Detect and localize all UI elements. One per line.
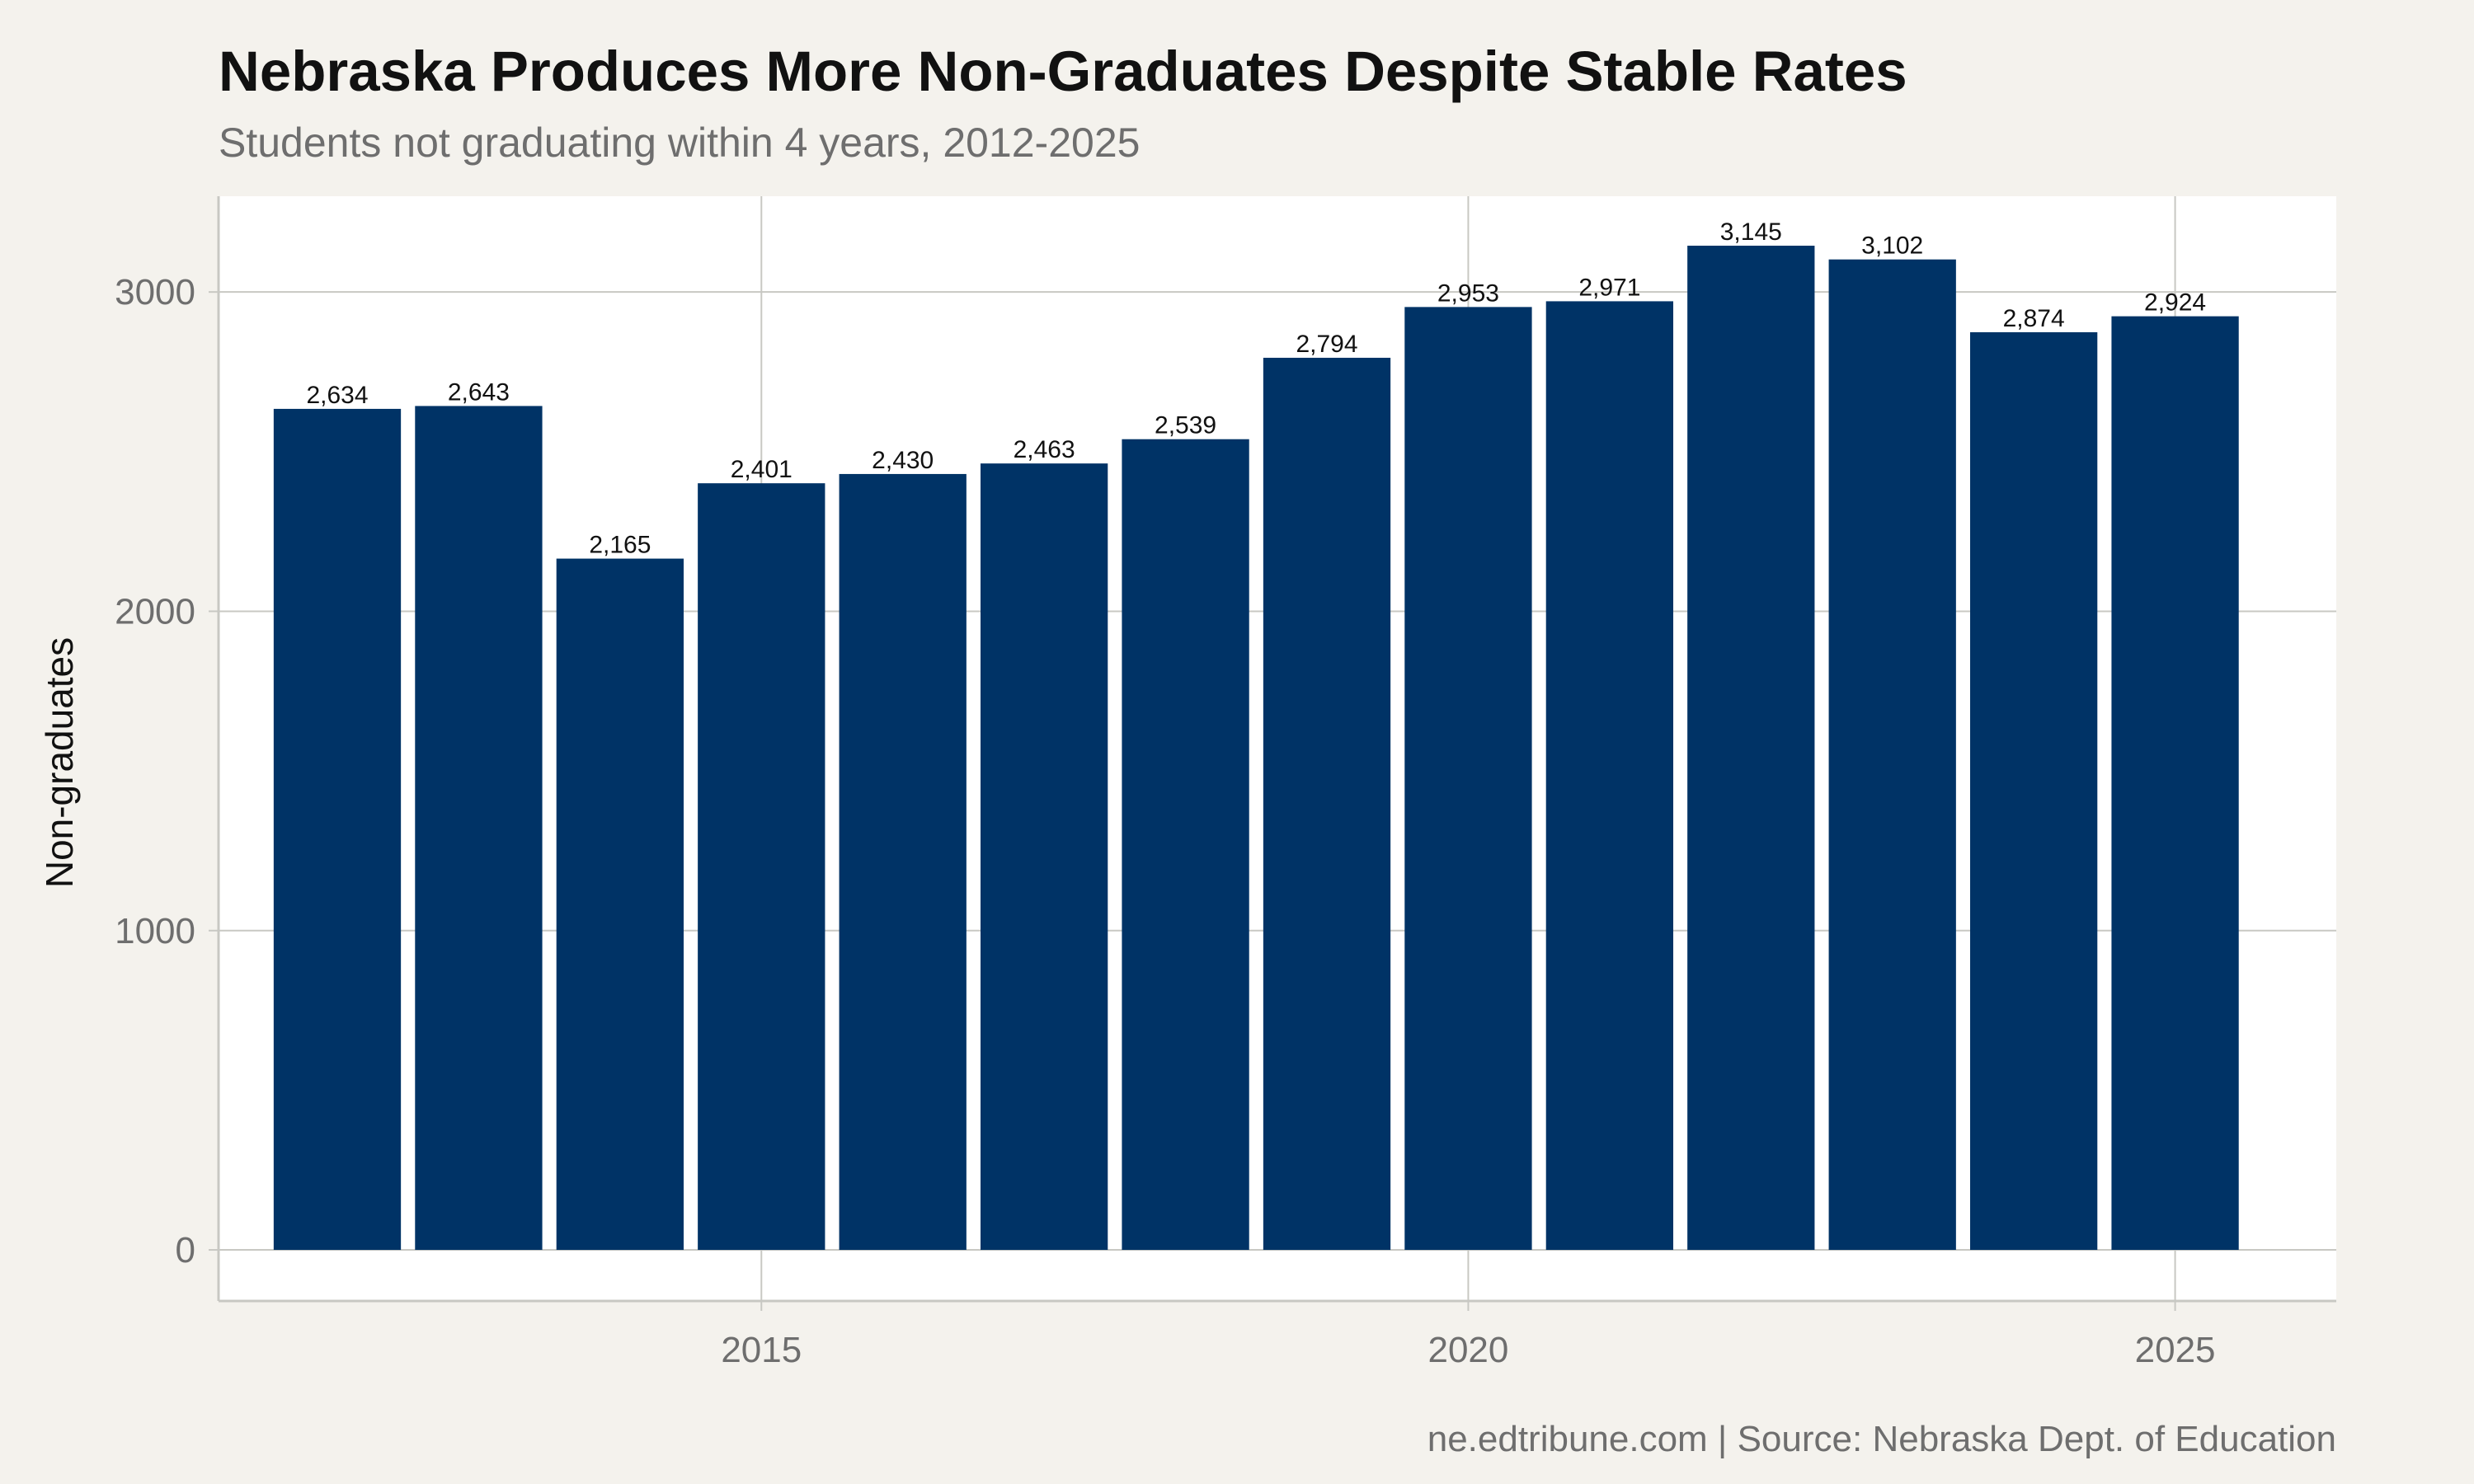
bar-2023 (1828, 259, 1956, 1251)
bar-2012 (273, 408, 402, 1251)
bar-2013 (415, 406, 543, 1251)
x-tick-label: 2015 (721, 1330, 802, 1370)
y-tick-label: 0 (176, 1230, 195, 1270)
x-tick-label: 2020 (1427, 1330, 1508, 1370)
chart-caption: ne.edtribune.com | Source: Nebraska Dept… (1427, 1419, 2336, 1459)
data-label-2016: 2,430 (872, 447, 934, 474)
data-label-2012: 2,634 (306, 382, 368, 409)
data-label-2018: 2,539 (1155, 412, 1216, 439)
bar-2015 (698, 483, 825, 1251)
data-label-2020: 2,953 (1437, 279, 1499, 307)
bar-2025 (2111, 316, 2239, 1251)
bar-2016 (839, 473, 967, 1251)
bar-2020 (1404, 307, 1532, 1251)
data-label-2023: 3,102 (1861, 232, 1923, 260)
data-label-2022: 3,145 (1720, 218, 1782, 246)
data-label-2017: 2,463 (1014, 436, 1075, 463)
y-tick-label: 3000 (115, 272, 195, 312)
data-label-2014: 2,165 (589, 532, 651, 559)
data-label-2015: 2,401 (731, 456, 793, 483)
bar-2018 (1122, 439, 1249, 1251)
chart-subtitle: Students not graduating within 4 years, … (219, 120, 1140, 166)
bar-2014 (556, 558, 684, 1251)
data-label-2025: 2,924 (2144, 289, 2206, 317)
y-axis-title: Non-graduates (38, 637, 81, 888)
bar-2021 (1545, 301, 1673, 1251)
bar-2022 (1687, 246, 1815, 1251)
data-label-2024: 2,874 (2003, 305, 2065, 332)
y-tick-label: 2000 (115, 591, 195, 632)
plot-area: 2,634 2,643 2,165 2,401 2,430 2,463 2,539 2,794… (115, 196, 2336, 1370)
data-label-2019: 2,794 (1296, 331, 1357, 358)
x-tick-label: 2025 (2135, 1330, 2216, 1370)
chart-title: Nebraska Produces More Non-Graduates Des… (219, 40, 1907, 103)
data-label-2013: 2,643 (448, 378, 510, 406)
bar-2017 (981, 463, 1108, 1251)
y-tick-label: 1000 (115, 911, 195, 951)
data-label-2021: 2,971 (1578, 274, 1640, 301)
bar-2019 (1263, 357, 1391, 1251)
bar-2024 (1970, 331, 2098, 1251)
